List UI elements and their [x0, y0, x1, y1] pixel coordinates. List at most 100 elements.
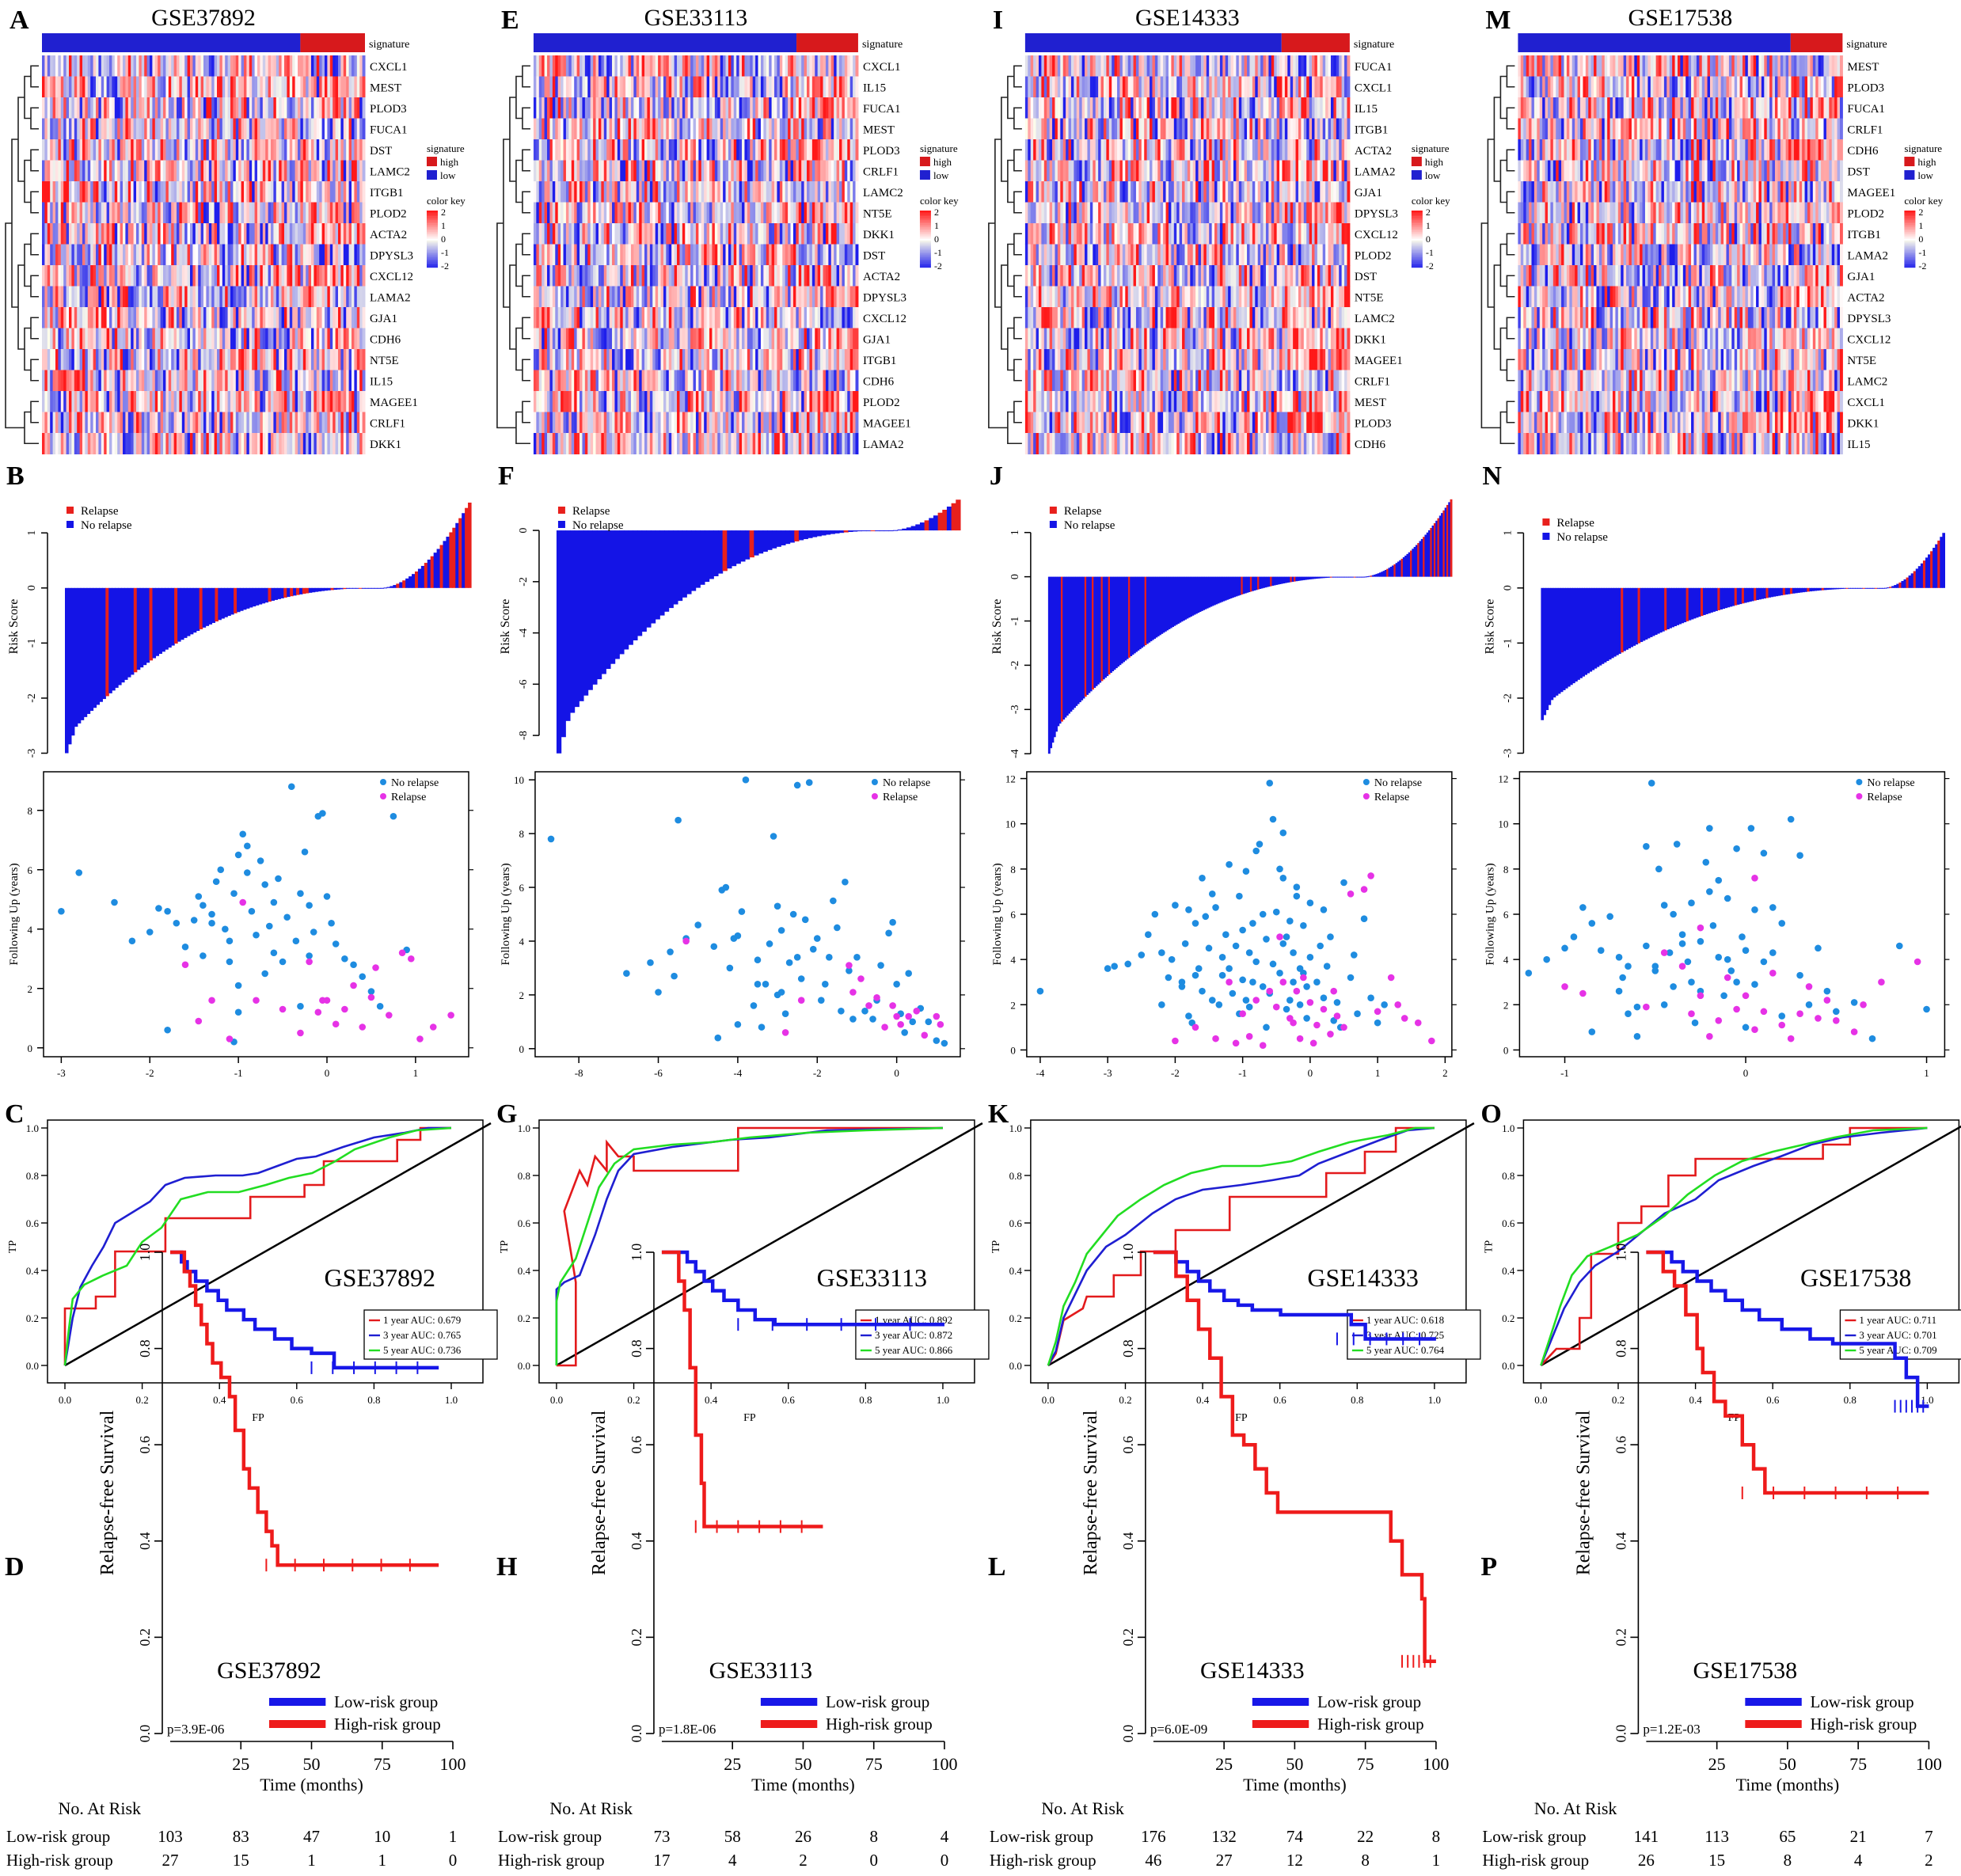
heatmap-cell [136, 307, 139, 328]
heatmap-cell [1041, 55, 1045, 77]
dendrogram-link [30, 317, 39, 340]
heatmap-cell [836, 223, 840, 245]
heatmap-cell [195, 286, 199, 308]
heatmap-cell [192, 391, 196, 412]
heatmap-cell [796, 307, 800, 328]
heatmap-cell [144, 370, 148, 392]
heatmap-cell [752, 118, 756, 140]
heatmap-cell [131, 118, 135, 140]
heatmap-cell [192, 76, 196, 98]
heatmap-cell [298, 202, 301, 224]
heatmap-cell [173, 160, 177, 182]
heatmap-cell [747, 286, 751, 308]
heatmap-cell [112, 160, 116, 182]
heatmap-cell [622, 370, 626, 392]
heatmap-cell [758, 139, 762, 161]
heatmap-cell [568, 370, 572, 392]
heatmap-cell [98, 160, 102, 182]
heatmap-cell [603, 391, 607, 412]
heatmap-cell [321, 328, 325, 350]
heatmap-cell [582, 328, 586, 350]
colorkey-step [427, 223, 438, 226]
heatmap-cell [571, 244, 575, 266]
heatmap-cell [1171, 55, 1175, 77]
heatmap-cell [246, 118, 250, 140]
heatmap-cell [308, 97, 312, 119]
heatmap-cell [1195, 76, 1199, 98]
heatmap-cell [798, 55, 802, 77]
heatmap-cell [815, 286, 819, 308]
heatmap-cell [712, 370, 716, 392]
heatmap-cell [742, 160, 745, 182]
heatmap-cell [348, 76, 352, 98]
heatmap-cell [690, 370, 694, 392]
heatmap-cell [760, 76, 764, 98]
heatmap-cell [333, 223, 336, 245]
heatmap-cell [771, 391, 775, 412]
heatmap-cell [109, 265, 112, 287]
heatmap-cell [693, 97, 697, 119]
heatmap-cell [1347, 55, 1351, 77]
heatmap-cell [830, 244, 834, 266]
heatmap-cell [1347, 76, 1351, 98]
heatmap-cell [677, 97, 680, 119]
heatmap-cell [701, 244, 705, 266]
heatmap-cell [268, 55, 272, 77]
heatmap-cell [340, 118, 344, 140]
heatmap-cell [557, 433, 561, 454]
dendrogram-link [24, 243, 31, 287]
heatmap-cell [731, 370, 735, 392]
heatmap-cell [50, 328, 54, 350]
gene-label: CDH6 [863, 376, 895, 389]
heatmap-cell [1095, 55, 1099, 77]
colorkey-step [427, 257, 438, 260]
heatmap-cell [98, 118, 102, 140]
heatmap-cell [1276, 55, 1280, 77]
heatmap-cell [187, 328, 191, 350]
heatmap-cell [1089, 76, 1093, 98]
heatmap-cell [321, 118, 325, 140]
heatmap-cell [87, 139, 91, 161]
heatmap-cell [620, 160, 624, 182]
heatmap-cell [557, 160, 561, 182]
heatmap-cell [104, 349, 108, 370]
heatmap-cell [695, 223, 699, 245]
heatmap-cell [649, 286, 653, 308]
heatmap-cell [112, 391, 116, 412]
heatmap-cell [636, 307, 640, 328]
heatmap-cell [321, 97, 325, 119]
heatmap-cell [93, 97, 97, 119]
heatmap-cell [798, 223, 802, 245]
heatmap-cell [706, 118, 710, 140]
heatmap-cell [225, 412, 229, 434]
heatmap-cell [211, 349, 215, 370]
heatmap-cell [203, 97, 207, 119]
heatmap-cell [335, 244, 339, 266]
heatmap-cell [144, 55, 148, 77]
heatmap-cell [647, 286, 651, 308]
heatmap-cell [235, 160, 239, 182]
heatmap-cell [244, 55, 247, 77]
heatmap-cell [820, 349, 824, 370]
heatmap-cell [127, 286, 131, 308]
heatmap-cell [766, 76, 770, 98]
colorkey-step [919, 223, 931, 226]
heatmap-cell [348, 160, 352, 182]
heatmap-cell [752, 160, 756, 182]
heatmap-cell [679, 307, 683, 328]
heatmap-cell [763, 328, 767, 350]
heatmap-cell [763, 76, 767, 98]
heatmap-cell [555, 160, 559, 182]
heatmap-cell [354, 370, 358, 392]
heatmap-cell [125, 202, 129, 224]
heatmap-cell [311, 139, 314, 161]
heatmap-cell [842, 202, 846, 224]
heatmap-cell [321, 181, 325, 203]
heatmap-cell [614, 139, 618, 161]
dendrogram-link [24, 411, 39, 445]
heatmap-cell [42, 160, 45, 182]
heatmap-cell [720, 286, 724, 308]
heatmap-cell [1244, 55, 1248, 77]
heatmap-cell [774, 55, 777, 77]
heatmap-cell [1200, 55, 1204, 77]
